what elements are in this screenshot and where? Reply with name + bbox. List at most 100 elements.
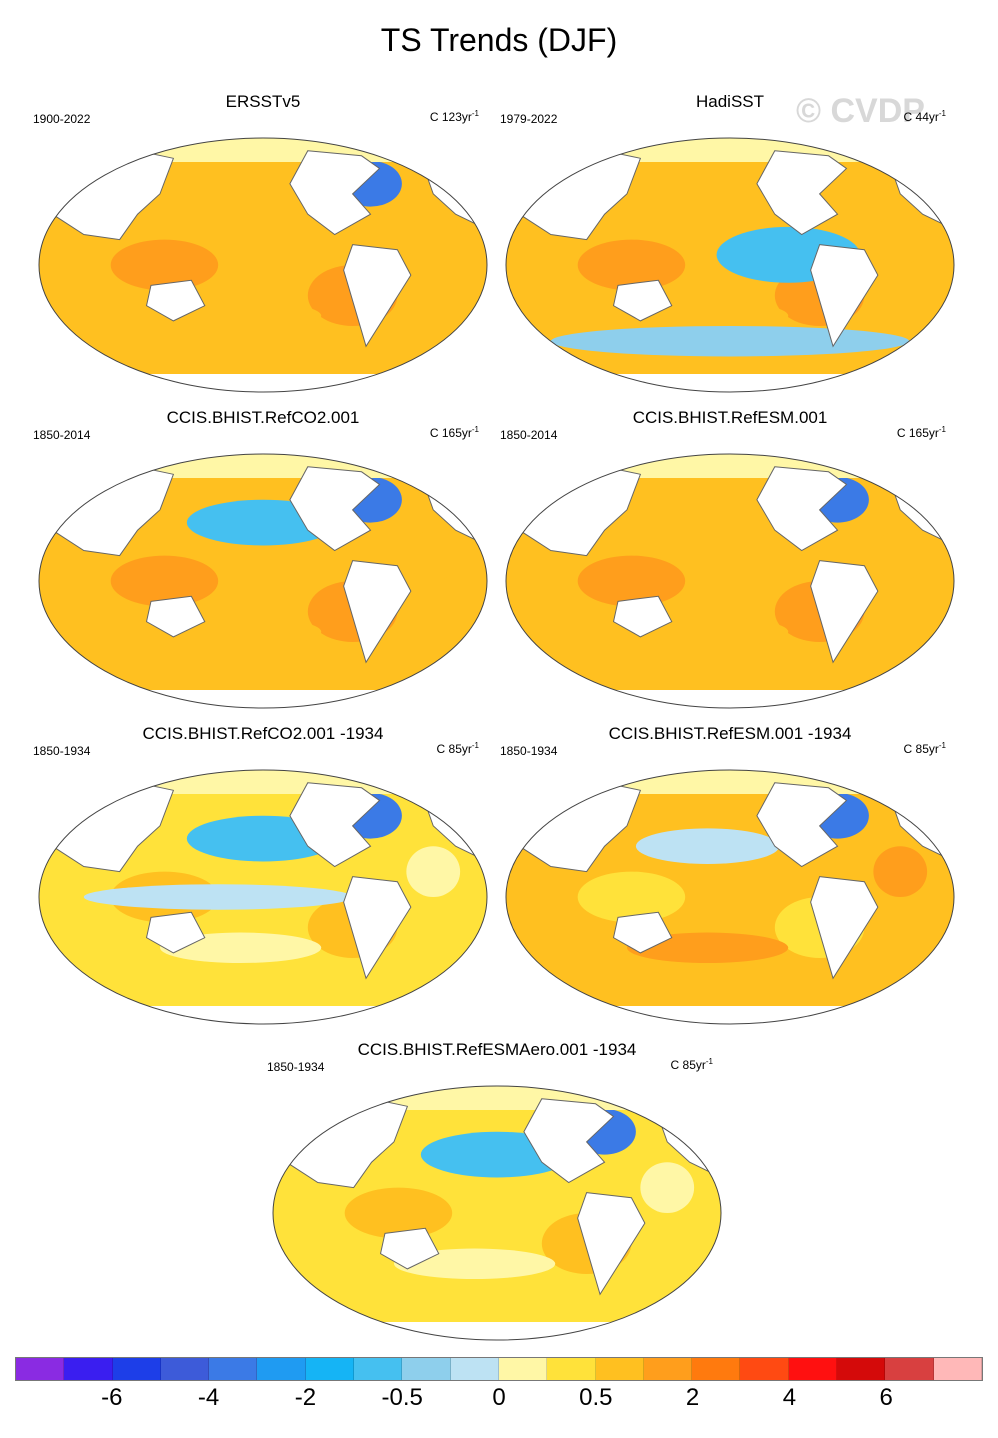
arctic-band [39, 138, 487, 162]
trend-region [873, 846, 928, 897]
map-svg [505, 453, 955, 709]
map-outline [38, 453, 488, 709]
anomaly-region [550, 325, 910, 357]
map-panel: ERSSTv5 1900-2022 C 123yr-1 [33, 88, 493, 398]
anomaly-region [635, 828, 780, 864]
continent-australia [612, 279, 673, 322]
map-outline [272, 1085, 722, 1341]
panel-units: C 123yr-1 [429, 109, 479, 124]
panel-years: 1850-1934 [33, 744, 91, 758]
panel-units-exponent: -1 [938, 741, 946, 750]
colorbar-cell [257, 1358, 306, 1380]
continent-north-america [289, 466, 381, 552]
continent-north-america [289, 150, 381, 236]
panel-units: C 165yr-1 [896, 425, 946, 440]
colorbar-cell [740, 1358, 789, 1380]
panel-title: CCIS.BHIST.RefESM.001 [632, 408, 828, 427]
map-panel: CCIS.BHIST.RefCO2.001 -1934 1850-1934 C 85… [33, 720, 493, 1030]
panel-title: CCIS.BHIST.RefESMAero.001 -1934 [357, 1040, 637, 1059]
colorbar-tick-label: -2 [294, 1384, 317, 1411]
map-svg [505, 769, 955, 1025]
figure-title: TS Trends (DJF) [380, 22, 618, 58]
colorbar-cell [547, 1358, 596, 1380]
antarctica [506, 1006, 954, 1024]
colorbar [15, 1357, 983, 1381]
continent-australia [612, 595, 673, 638]
trend-region [873, 214, 928, 265]
continent-north-america [289, 782, 381, 868]
colorbar-cell [837, 1358, 886, 1380]
map-svg [505, 137, 955, 393]
panel-units-exponent: -1 [705, 1057, 713, 1066]
antarctica [39, 374, 487, 392]
antarctica [506, 690, 954, 708]
continent-south-america [577, 1192, 646, 1296]
continent-australia [145, 279, 206, 322]
arctic-band [39, 454, 487, 478]
colorbar-cell [933, 1358, 982, 1380]
panel-years: 1850-1934 [267, 1060, 325, 1074]
map-outline [38, 137, 488, 393]
antarctica [506, 374, 954, 392]
map-svg [38, 453, 488, 709]
panel-units-exponent: -1 [471, 741, 479, 750]
panel-years: 1979-2022 [500, 112, 558, 126]
continent-south-america [810, 244, 879, 348]
trend-region [406, 846, 461, 897]
colorbar-cell [692, 1358, 741, 1380]
panel-units: C 165yr-1 [429, 425, 479, 440]
colorbar-cell [112, 1358, 161, 1380]
trend-region [873, 530, 928, 581]
colorbar-tick-label: 0 [492, 1384, 506, 1411]
colorbar-cell [209, 1358, 258, 1380]
map-panel: CCIS.BHIST.RefESM.001 1850-2014 C 165yr-1 [500, 404, 960, 714]
colorbar-cell [64, 1358, 113, 1380]
map-outline [38, 769, 488, 1025]
map-svg [38, 137, 488, 393]
colorbar-tick-label: -4 [197, 1384, 220, 1411]
trend-region [577, 555, 686, 607]
trend-region [640, 1162, 695, 1213]
panel-title: HadiSST [695, 92, 765, 111]
colorbar-labels: -6 -4 -2 -0.5 0 0.5 2 4 6 [15, 1384, 983, 1414]
continent-australia [379, 1227, 440, 1270]
panel-years: 1850-2014 [500, 428, 558, 442]
panel-units: C 85yr-1 [436, 741, 479, 756]
colorbar-tick-label: -0.5 [381, 1384, 423, 1411]
colorbar-cell [16, 1358, 65, 1380]
continent-south-america [810, 876, 879, 980]
panel-title: CCIS.BHIST.RefESM.001 -1934 [608, 724, 852, 743]
map-svg [272, 1085, 722, 1341]
colorbar-cell [498, 1358, 548, 1380]
colorbar-cell [788, 1358, 838, 1380]
colorbar-cell [160, 1358, 210, 1380]
continent-south-america [343, 560, 412, 664]
map-panel: CCIS.BHIST.RefESMAero.001 -1934 1850-1934… [267, 1036, 727, 1346]
panel-units-exponent: -1 [938, 425, 946, 434]
colorbar-tick-label: -6 [101, 1384, 123, 1411]
map-svg [38, 769, 488, 1025]
colorbar-cell [305, 1358, 355, 1380]
trend-region [110, 239, 219, 291]
arctic-band [506, 770, 954, 794]
continent-south-america [810, 560, 879, 664]
map-panel: HadiSST 1979-2022 C 44yr-1 [500, 88, 960, 398]
arctic-band [506, 138, 954, 162]
colorbar-cell [643, 1358, 693, 1380]
continent-australia [145, 911, 206, 954]
panel-units-exponent: -1 [471, 425, 479, 434]
anomaly-region [83, 884, 353, 910]
panel-units-exponent: -1 [471, 109, 479, 118]
panel-years: 1900-2022 [33, 112, 91, 126]
panel-years: 1850-2014 [33, 428, 91, 442]
panel-title: CCIS.BHIST.RefCO2.001 [166, 408, 360, 427]
antarctica [39, 1006, 487, 1024]
panel-units: C 44yr-1 [903, 109, 946, 124]
trend-region [577, 239, 686, 291]
colorbar-tick-label: 4 [782, 1384, 797, 1411]
continent-south-america [343, 876, 412, 980]
panel-units: C 85yr-1 [670, 1057, 713, 1072]
arctic-band [506, 454, 954, 478]
panel-units-exponent: -1 [938, 109, 946, 118]
map-outline [505, 769, 955, 1025]
